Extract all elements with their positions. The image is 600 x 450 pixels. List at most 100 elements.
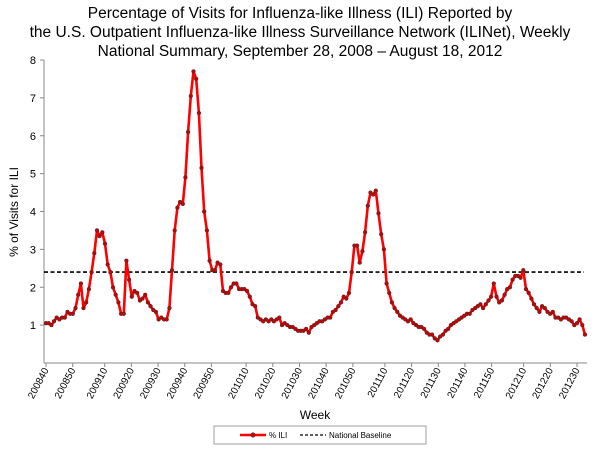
ili-data-point — [446, 326, 451, 332]
ili-data-point — [145, 300, 151, 305]
ili-data-point — [510, 277, 515, 282]
ili-data-point — [253, 304, 258, 309]
ili-data-point — [228, 285, 234, 290]
ili-data-point — [191, 69, 196, 74]
ili-data-point — [121, 311, 126, 316]
ili-data-point — [196, 110, 202, 116]
ili-data-point — [537, 309, 542, 315]
ili-data-point — [421, 326, 427, 332]
ili-data-point — [336, 304, 341, 309]
ili-data-point — [194, 76, 199, 82]
ili-data-point — [204, 228, 210, 233]
ili-data-point — [199, 165, 204, 171]
ili-data-point — [167, 305, 172, 311]
x-tick-label: 200940 — [165, 366, 191, 401]
ili-data-point — [303, 326, 309, 332]
ili-data-point — [100, 230, 105, 235]
x-tick-label: 201110 — [366, 366, 391, 400]
y-tick-label: 4 — [30, 207, 36, 219]
ili-data-point — [440, 332, 446, 337]
ili-data-point — [499, 298, 505, 303]
ili-data-point — [207, 258, 212, 263]
ili-data-point — [244, 288, 250, 294]
ili-data-point — [371, 192, 376, 197]
ili-data-point — [357, 260, 362, 265]
ili-data-point — [373, 188, 378, 193]
ili-data-point — [234, 281, 239, 286]
ili-data-point — [526, 290, 531, 296]
ili-data-point — [435, 338, 440, 343]
x-tick-label: 200920 — [112, 366, 138, 401]
ili-data-point — [523, 286, 529, 292]
axes — [43, 60, 587, 364]
ili-data-point — [582, 332, 588, 337]
ili-data-point — [354, 243, 360, 248]
title-line-3: National Summary, September 28, 2008 – A… — [97, 43, 503, 60]
ili-data-point — [542, 305, 547, 311]
y-tick-label: 2 — [30, 282, 36, 294]
ili-data-point — [153, 309, 159, 315]
x-tick-label: 200850 — [53, 366, 79, 401]
legend-ili-marker — [250, 432, 256, 438]
ili-data-point — [306, 330, 311, 335]
ili-data-point — [135, 290, 140, 296]
ili-data-point — [188, 93, 193, 99]
ili-data-point — [185, 129, 191, 135]
x-tick-label: 200950 — [192, 366, 218, 401]
x-tick-label: 201040 — [306, 366, 332, 401]
ili-data-point — [384, 281, 389, 286]
ili-data-point — [478, 302, 483, 307]
x-tick-label: 201150 — [472, 366, 497, 400]
ili-data-point — [381, 247, 387, 252]
ili-data-point — [486, 298, 491, 303]
ili-data-point — [550, 309, 555, 315]
ili-data-point — [129, 294, 134, 299]
ili-data-point — [180, 201, 185, 207]
ili-data-point — [164, 317, 169, 322]
x-axis-label: Week — [300, 408, 331, 422]
ili-data-point — [328, 315, 333, 320]
ili-data-point — [349, 269, 354, 275]
title-line-1: Percentage of Visits for Influenza-like … — [87, 5, 513, 22]
y-ticks: 1 2 3 4 5 6 7 8 — [30, 55, 44, 332]
x-tick-label: 201010 — [226, 366, 252, 401]
ili-data-point — [73, 305, 78, 311]
ili-data-point — [102, 241, 108, 246]
ili-data-point — [78, 281, 84, 286]
ili-data-point — [277, 315, 282, 320]
ili-data-point — [502, 292, 507, 297]
y-tick-label: 5 — [30, 169, 36, 181]
ili-data-point — [494, 294, 499, 299]
x-tick-label: 201130 — [419, 366, 444, 400]
ili-data-point — [429, 332, 435, 337]
ili-data-point — [531, 302, 537, 307]
ili-data-point — [124, 258, 129, 263]
y-tick-label: 8 — [30, 55, 36, 67]
ili-data-point — [580, 322, 585, 328]
legend-ili-label: % ILI — [269, 431, 287, 440]
ili-data-point — [126, 277, 132, 282]
ili-data-point — [94, 228, 100, 233]
y-tick-label: 3 — [30, 244, 36, 256]
ili-data-point — [577, 317, 582, 322]
ili-data-point — [143, 292, 148, 297]
ili-data-point — [395, 309, 400, 315]
ili-data-point — [488, 294, 494, 299]
y-tick-label: 1 — [30, 320, 36, 332]
ili-line — [46, 70, 587, 342]
ili-data-point — [89, 269, 94, 275]
ili-data-point — [113, 292, 118, 297]
ili-data-point — [518, 275, 523, 280]
ili-data-point — [81, 305, 86, 311]
ili-data-point — [86, 286, 92, 292]
ili-data-point — [346, 290, 352, 296]
ili-data-point — [491, 281, 496, 286]
x-tick-label: 200930 — [138, 366, 164, 401]
ili-data-point — [387, 290, 392, 296]
ili-data-point — [110, 285, 116, 290]
x-tick-label: 201220 — [531, 366, 557, 401]
x-tick-label: 201210 — [504, 366, 530, 401]
ili-data-point — [338, 300, 344, 305]
x-tick-label: 201030 — [280, 366, 306, 401]
ili-data-point — [76, 292, 81, 297]
